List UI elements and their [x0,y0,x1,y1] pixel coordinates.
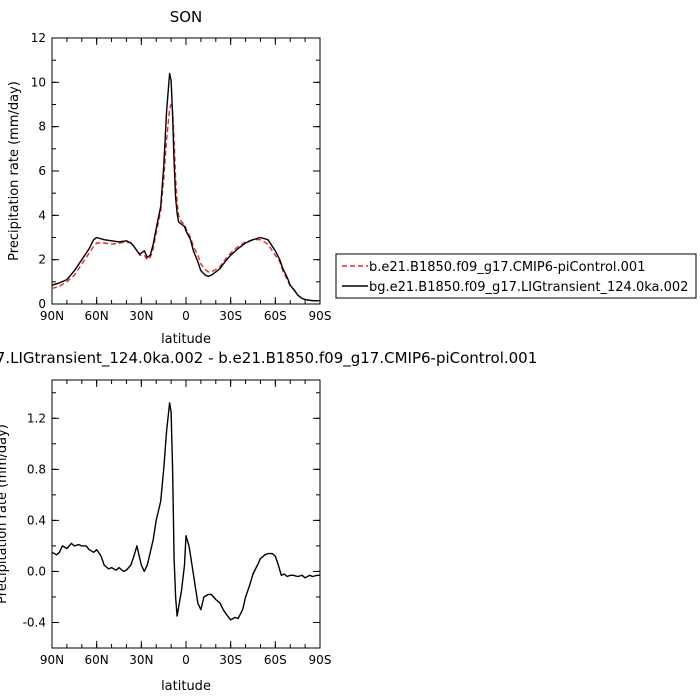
top-x-axis-label: latitude [161,332,211,347]
bottom-x-axis-label: latitude [161,679,211,694]
top-series-line-0 [51,103,320,302]
legend-entry-pi-control: b.e21.B1850.f09_g17.CMIP6-piControl.001 [369,260,645,275]
top-x-tick-label: 90N [40,309,64,323]
bottom-x-tick-label: 30N [129,653,153,667]
bottom-plot-frame [51,379,321,649]
top-y-tick-label: 10 [31,75,46,89]
top-series-lines [51,72,320,302]
top-x-tick-label: 60S [264,309,287,323]
bottom-x-tick-label: 90S [309,653,332,667]
top-chart-title: SON [170,8,203,26]
bottom-panel: bg.e21.B1850.f09_g17.LIGtransient_124.0k… [0,349,537,694]
bottom-x-tick-label: 60S [264,653,287,667]
bottom-series-line-0 [51,402,320,621]
top-y-tick-label: 8 [38,120,46,134]
legend-entry-lig-transient: bg.e21.B1850.f09_g17.LIGtransient_124.0k… [369,280,688,295]
top-x-tick-label: 90S [309,309,332,323]
top-y-tick-label: 12 [31,31,46,45]
top-y-tick-label: 2 [38,253,46,267]
legend-box [335,253,697,299]
bottom-y-tick-label: 1.2 [27,411,46,425]
bottom-series-lines [51,402,320,621]
top-plot-frame [51,37,321,305]
bottom-y-tick-label: 0.4 [27,513,46,527]
bottom-y-tick-label: 0.8 [27,462,46,476]
top-x-tick-label: 30N [129,309,153,323]
legend: b.e21.B1850.f09_g17.CMIP6-piControl.001 … [335,253,697,299]
top-y-tick-label: 6 [38,164,46,178]
top-series-line-1 [51,72,320,302]
bottom-chart-title: bg.e21.B1850.f09_g17.LIGtransient_124.0k… [0,349,537,368]
top-x-tick-label: 30S [219,309,242,323]
bottom-x-tick-label: 0 [182,653,190,667]
bottom-y-tick-label: 0.0 [27,564,46,578]
top-x-ticks: 90N 60N 30N 0 30S 60S 90S [40,38,332,323]
bottom-y-ticks: -0.4 0.0 0.4 0.8 1.2 [23,392,320,629]
top-x-tick-label: 0 [182,309,190,323]
top-y-axis-label: Precipitation rate (mm/day) [7,81,22,261]
bottom-x-tick-label: 90N [40,653,64,667]
bottom-y-axis-label: Precipitation rate (mm/day) [0,424,10,604]
bottom-y-tick-label: -0.4 [23,615,46,629]
top-y-tick-label: 4 [38,208,46,222]
bottom-x-tick-label: 60N [85,653,109,667]
top-x-tick-label: 60N [85,309,109,323]
bottom-x-tick-label: 30S [219,653,242,667]
bottom-x-ticks: 90N 60N 30N 0 30S 60S 90S [40,380,332,667]
top-y-ticks: 0 2 4 6 8 10 12 [31,31,320,311]
top-y-tick-label: 0 [38,297,46,311]
top-panel: SON 0 2 4 6 8 10 12 90N 60N 30N 0 30S 60S 90S latitu… [7,8,331,347]
